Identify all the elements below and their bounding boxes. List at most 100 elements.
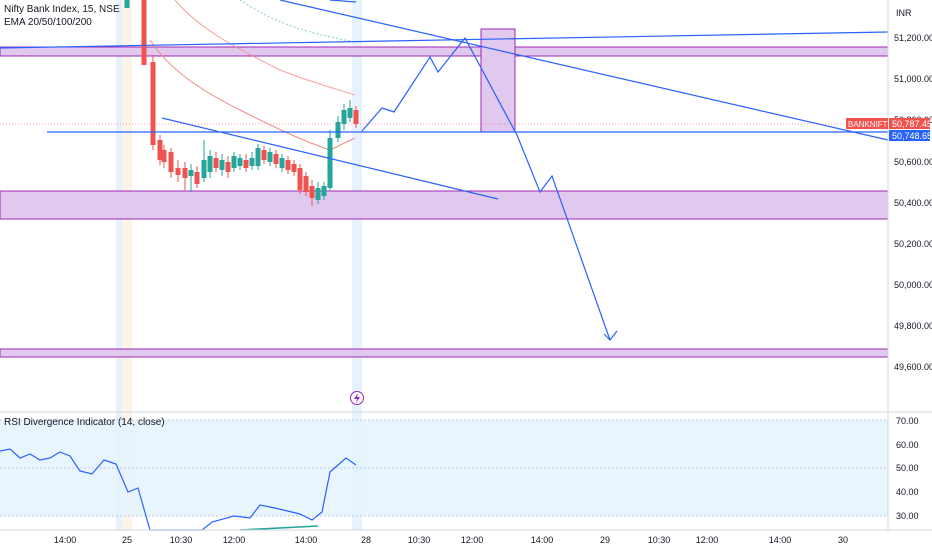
- candles-group: [124, 0, 359, 206]
- price-tick-label: 49,600.00: [894, 362, 932, 372]
- candle-body: [267, 152, 273, 162]
- candle-body: [201, 160, 207, 178]
- rsi-divergence-line: [239, 525, 319, 531]
- time-tick-label: 14:00: [531, 535, 554, 545]
- candle-body: [297, 168, 303, 190]
- level-price-tag: [889, 130, 930, 141]
- rsi-tick-label: 40.00: [896, 487, 919, 497]
- symbol-legend[interactable]: Nifty Bank Index, 15, NSE EMA 20/50/100/…: [4, 3, 120, 29]
- candle-body: [188, 170, 194, 176]
- time-tick-label: 14:00: [295, 535, 318, 545]
- symbol-title: Nifty Bank Index, 15, NSE: [4, 4, 120, 15]
- rsi-tick-label: 70.00: [896, 416, 919, 426]
- candle-body: [335, 122, 341, 138]
- candle-body: [255, 148, 261, 166]
- candle-body: [237, 158, 243, 166]
- price-tick-label: 50,600.00: [894, 157, 932, 167]
- candle-body: [273, 154, 279, 164]
- level-price-text: 50,748.65: [892, 131, 932, 141]
- price-tick-label: 49,800.00: [894, 321, 932, 331]
- ema-20-line: [149, 39, 356, 151]
- candle-body: [243, 160, 249, 168]
- trendline-falling-top: [279, 0, 889, 141]
- time-tick-label: 12:00: [696, 535, 719, 545]
- candle-body: [341, 110, 347, 124]
- price-tick-label: 51,000.00: [894, 74, 932, 84]
- candle-body: [157, 140, 163, 160]
- time-tick-label: 14:00: [769, 535, 792, 545]
- candle-body: [249, 158, 255, 166]
- time-tick-label: 10:30: [170, 535, 193, 545]
- rsi-tick-label: 60.00: [896, 440, 919, 450]
- candle-body: [150, 62, 156, 145]
- candle-body: [321, 186, 327, 196]
- lightning-icon[interactable]: [350, 391, 364, 405]
- projection-path: [361, 36, 611, 341]
- session-highlight-25b: [116, 0, 122, 530]
- candle-body: [124, 0, 130, 8]
- candle-body: [194, 172, 200, 184]
- candle-body: [291, 164, 297, 172]
- last-price-tag: [889, 118, 930, 129]
- currency-label: INR: [896, 8, 912, 18]
- candle-body: [168, 152, 174, 172]
- zone-middle[interactable]: [0, 190, 889, 220]
- candle-body: [347, 108, 353, 118]
- candle-body: [141, 0, 147, 65]
- time-tick-label: 12:00: [461, 535, 484, 545]
- candle-body: [303, 176, 309, 192]
- candle-body: [182, 168, 188, 178]
- time-tick-label: 25: [122, 535, 132, 545]
- drawings[interactable]: [0, 0, 889, 341]
- candle-body: [353, 110, 359, 124]
- ticker-tag: [846, 118, 888, 129]
- projection-arrowhead: [603, 330, 618, 341]
- time-tick-label: 12:00: [223, 535, 246, 545]
- price-axis[interactable]: 51,200.0051,000.0050,800.0050,600.0050,4…: [894, 33, 932, 372]
- time-tick-label: 30: [838, 535, 848, 545]
- candle-body: [285, 160, 291, 170]
- zone-lower[interactable]: [0, 348, 889, 358]
- candle-body: [219, 160, 225, 170]
- rsi-tick-label: 30.00: [896, 511, 919, 521]
- candle-body: [315, 188, 321, 200]
- candle-body: [213, 158, 219, 168]
- time-tick-label: 28: [361, 535, 371, 545]
- price-tick-label: 50,400.00: [894, 198, 932, 208]
- candle-body: [231, 156, 237, 168]
- trendline-channel: [161, 117, 499, 200]
- ema-legend: EMA 20/50/100/200: [4, 17, 92, 28]
- candle-body: [279, 158, 285, 168]
- trendline-upper: [0, 31, 889, 49]
- candle-body: [207, 156, 213, 172]
- time-tick-label: 14:00: [54, 535, 77, 545]
- session-highlight-28: [352, 0, 362, 530]
- rsi-axis: 70.00 60.00 50.00 40.00 30.00: [896, 416, 919, 521]
- ema-lines: [149, 0, 356, 151]
- ema-100-line: [239, 0, 356, 43]
- ticker-tag-text: BANKNIFTY: [848, 120, 894, 129]
- candle-body: [225, 162, 231, 172]
- last-price-text: 50,787.45: [892, 119, 932, 129]
- candle-body: [261, 150, 267, 160]
- zone-box[interactable]: [480, 28, 516, 133]
- rsi-title: RSI Divergence Indicator (14, close): [4, 417, 165, 428]
- candle-body: [309, 186, 315, 198]
- candle-body: [175, 168, 181, 175]
- price-tick-label: 50,000.00: [894, 280, 932, 290]
- time-tick-label: 10:30: [648, 535, 671, 545]
- candle-body: [161, 150, 167, 162]
- time-tick-label: 10:30: [408, 535, 431, 545]
- time-axis[interactable]: 14:00 25 10:30 12:00 14:00 28 10:30 12:00 14:00 2…: [54, 535, 848, 545]
- rsi-legend[interactable]: RSI Divergence Indicator (14, close): [4, 416, 165, 429]
- rsi-tick-label: 50.00: [896, 463, 919, 473]
- ema-50-line: [174, 0, 356, 96]
- rsi-line: [0, 448, 357, 531]
- time-tick-label: 29: [600, 535, 610, 545]
- trendline-short: [329, 0, 357, 3]
- price-tick-label: 51,200.00: [894, 33, 932, 43]
- candle-body: [327, 138, 333, 188]
- price-tick-label: 50,200.00: [894, 239, 932, 249]
- zone-upper[interactable]: [0, 46, 889, 57]
